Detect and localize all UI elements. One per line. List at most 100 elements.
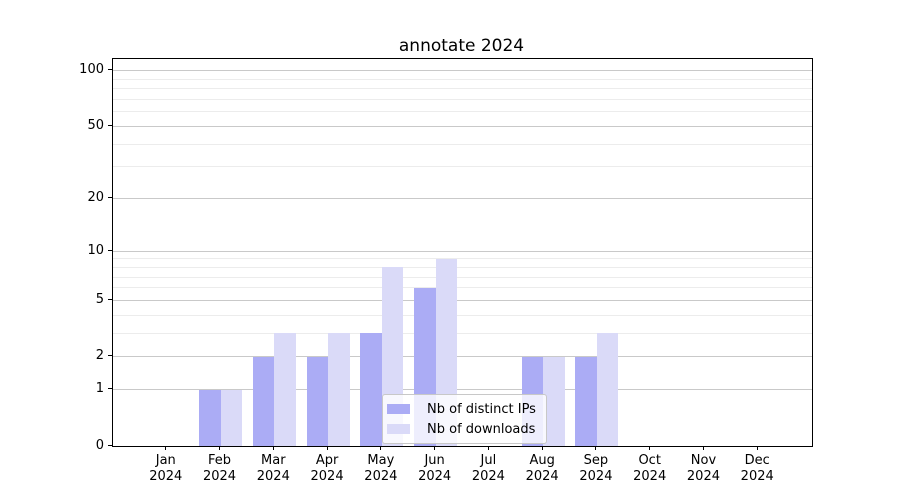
x-tick-label-year: 2024 (686, 469, 720, 484)
x-tick (702, 446, 704, 450)
y-gridline-major (113, 125, 812, 127)
y-gridline-minor (113, 88, 812, 90)
x-tick-label-year: 2024 (364, 469, 398, 484)
y-gridline-minor (113, 99, 812, 101)
x-tick-label-month: Sep (583, 453, 609, 468)
y-tick (108, 444, 112, 446)
y-gridline-minor (113, 78, 812, 80)
x-tick-label-month: Nov (690, 453, 717, 468)
x-tick-label: Mar 2024 (243, 453, 303, 485)
y-tick (108, 388, 112, 390)
x-tick (326, 446, 328, 450)
y-gridline-major (113, 198, 812, 200)
x-tick-label: Aug 2024 (512, 453, 572, 485)
x-tick-label-year: 2024 (740, 469, 774, 484)
y-tick-label: 5 (95, 291, 104, 307)
bar-mar-series0 (252, 356, 275, 446)
x-tick-label-year: 2024 (633, 469, 667, 484)
x-tick-label: Apr 2024 (297, 453, 357, 485)
x-tick (487, 446, 489, 450)
x-tick-label-year: 2024 (310, 469, 344, 484)
x-tick-label-month: May (367, 453, 395, 468)
bar-apr-series1 (328, 333, 350, 446)
x-tick-label: Jul 2024 (458, 453, 518, 485)
x-tick (649, 446, 651, 450)
y-tick (108, 298, 112, 300)
x-tick-label: Oct 2024 (620, 453, 680, 485)
y-tick-label: 20 (87, 190, 104, 206)
x-tick (595, 446, 597, 450)
x-tick (756, 446, 758, 450)
legend-item: Nb of downloads (387, 419, 536, 439)
legend-item: Nb of distinct IPs (387, 399, 536, 419)
y-gridline-major (113, 250, 812, 252)
x-tick-label: May 2024 (351, 453, 411, 485)
x-tick-label-month: Oct (638, 453, 661, 468)
legend-swatch (387, 424, 410, 434)
bar-sep-series0 (575, 356, 597, 446)
x-tick-label: Nov 2024 (673, 453, 733, 485)
x-tick (541, 446, 543, 450)
x-tick-label-year: 2024 (256, 469, 290, 484)
bar-feb-series1 (220, 389, 243, 446)
legend-swatch (387, 404, 410, 414)
legend-label: Nb of downloads (427, 421, 536, 437)
legend-label: Nb of distinct IPs (427, 401, 536, 417)
y-gridline-minor (113, 276, 812, 278)
y-gridline-minor (113, 314, 812, 316)
bar-may-series0 (360, 333, 382, 446)
x-tick-label: Feb 2024 (190, 453, 250, 485)
bar-sep-series1 (596, 333, 619, 446)
y-gridline-minor (113, 111, 812, 113)
bar-apr-series0 (306, 356, 329, 446)
legend: Nb of distinct IPs Nb of downloads (382, 394, 547, 444)
x-tick (434, 446, 436, 450)
x-tick (272, 446, 274, 450)
y-tick (108, 355, 112, 357)
x-tick-label: Jun 2024 (405, 453, 465, 485)
x-tick-label-month: Feb (208, 453, 232, 468)
y-gridline-minor (113, 166, 812, 168)
x-tick-label-year: 2024 (149, 469, 183, 484)
x-tick (165, 446, 167, 450)
y-tick (108, 69, 112, 71)
chart-title: annotate 2024 (398, 36, 525, 56)
y-gridline-major (113, 389, 812, 391)
y-gridline-minor (113, 332, 812, 334)
x-tick (219, 446, 221, 450)
x-tick-label-year: 2024 (525, 469, 559, 484)
y-gridline-major (113, 70, 812, 72)
x-tick-label-month: Jun (424, 453, 445, 468)
y-tick (108, 249, 112, 251)
bar-feb-series0 (199, 389, 221, 446)
x-tick-label-month: Apr (315, 453, 339, 468)
x-tick-label-month: Aug (529, 453, 555, 468)
y-gridline-major (113, 356, 812, 358)
y-gridline-minor (113, 258, 812, 260)
bar-aug-series1 (543, 356, 565, 446)
x-tick-label-year: 2024 (202, 469, 237, 484)
y-gridline-minor (113, 266, 812, 268)
y-tick-label: 2 (95, 348, 104, 364)
x-tick-label-month: Jan (155, 453, 176, 468)
y-tick-label: 50 (87, 117, 104, 133)
bar-mar-series1 (274, 333, 296, 446)
plot-area: Nb of distinct IPs Nb of downloads (112, 58, 813, 447)
x-tick-label-month: Jul (480, 453, 497, 468)
x-tick-label: Dec 2024 (727, 453, 787, 485)
y-gridline-minor (113, 287, 812, 289)
y-tick (108, 197, 112, 199)
y-gridline-major (113, 299, 812, 301)
y-tick (108, 124, 112, 126)
x-tick-label-year: 2024 (418, 469, 452, 484)
x-tick-label-month: Mar (261, 453, 286, 468)
x-tick-label: Jan 2024 (136, 453, 196, 485)
y-tick-label: 10 (87, 242, 104, 258)
x-tick-label-year: 2024 (579, 469, 613, 484)
x-tick-label: Sep 2024 (566, 453, 626, 485)
y-tick-label: 0 (95, 437, 104, 453)
x-tick-label-month: Dec (744, 453, 770, 468)
y-tick-label: 100 (79, 62, 104, 78)
x-tick-label-year: 2024 (471, 469, 505, 484)
